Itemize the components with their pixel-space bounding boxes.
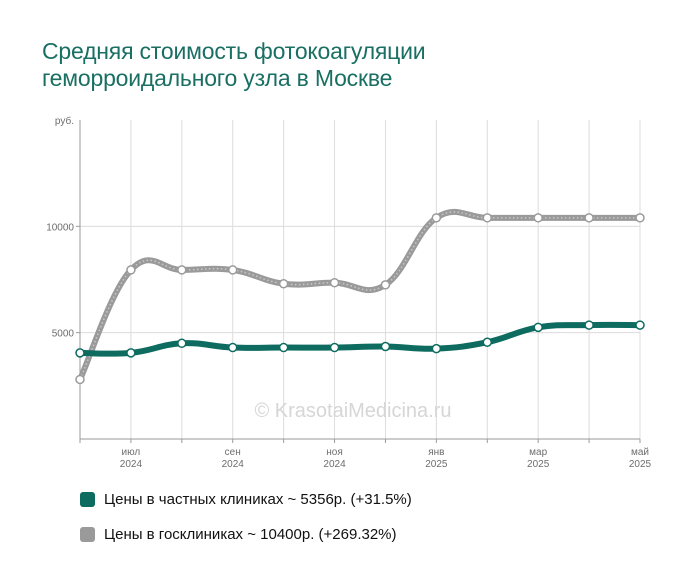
data-point-public bbox=[126, 265, 136, 275]
legend-swatch-private bbox=[80, 491, 95, 507]
legend-item-public[interactable]: Цены в госклиниках ~ 10400р. (+269.32%) bbox=[80, 523, 640, 545]
data-point-private bbox=[329, 342, 340, 353]
x-tick-label-month: янв bbox=[428, 447, 444, 458]
x-tick-label-month: мар bbox=[529, 447, 547, 458]
series-line-texture-public bbox=[79, 211, 640, 380]
data-point-private bbox=[75, 348, 85, 358]
data-point-public bbox=[177, 265, 187, 275]
x-tick-label-month: май bbox=[631, 447, 649, 458]
y-tick-label: 5000 bbox=[52, 329, 75, 340]
data-point-public bbox=[278, 279, 289, 289]
data-point-public bbox=[227, 265, 238, 275]
series-line-private bbox=[77, 321, 643, 357]
y-tick-label: 10000 bbox=[46, 222, 74, 233]
legend-label-public: Цены в госклиниках ~ 10400р. (+269.32%) bbox=[104, 525, 397, 543]
legend-swatch-public bbox=[80, 526, 95, 542]
x-tick-label-year: 2024 bbox=[120, 459, 143, 470]
data-point-private bbox=[635, 320, 645, 330]
x-tick-label-month: сен bbox=[225, 447, 241, 458]
data-point-public bbox=[482, 213, 493, 223]
legend-item-private[interactable]: Цены в частных клиниках ~ 5356р. (+31.5%… bbox=[80, 488, 640, 510]
chart-axes: руб.500010000июл2024сен2024ноя2024янв202… bbox=[46, 115, 651, 470]
data-point-public bbox=[533, 213, 543, 223]
data-point-private bbox=[126, 348, 136, 358]
x-tick-label-month: июл bbox=[122, 447, 141, 458]
chart-title-line-1: Средняя стоимость фотокоагуляции bbox=[42, 38, 426, 64]
x-tick-label-year: 2024 bbox=[222, 459, 245, 470]
data-point-private bbox=[278, 342, 289, 353]
data-point-public bbox=[635, 213, 645, 223]
legend-label-private: Цены в частных клиниках ~ 5356р. (+31.5%… bbox=[104, 490, 412, 508]
x-tick-label-year: 2025 bbox=[527, 459, 550, 470]
x-tick-label-year: 2024 bbox=[323, 459, 346, 470]
data-point-private bbox=[177, 338, 187, 349]
chart-title-line-2: геморроидального узла в Москве bbox=[42, 65, 393, 91]
data-point-public bbox=[329, 277, 340, 288]
x-tick-label-month: ноя bbox=[326, 447, 343, 458]
chart-grid bbox=[80, 120, 641, 439]
data-point-private bbox=[380, 341, 391, 352]
data-point-private bbox=[431, 343, 442, 354]
data-point-private bbox=[584, 320, 594, 330]
watermark: © KrasotaiMedicina.ru bbox=[254, 400, 451, 422]
data-point-public bbox=[380, 280, 391, 290]
data-point-private bbox=[482, 337, 493, 347]
data-point-public bbox=[584, 213, 594, 223]
data-point-private bbox=[227, 342, 238, 353]
series-line-public bbox=[77, 208, 643, 383]
x-tick-label-year: 2025 bbox=[629, 459, 652, 470]
data-point-private bbox=[533, 322, 543, 333]
chart-title: Средняя стоимость фотокоагуляции геморро… bbox=[42, 38, 662, 92]
chart-series bbox=[75, 208, 645, 385]
x-tick-label-year: 2025 bbox=[425, 459, 448, 470]
data-point-public bbox=[431, 213, 442, 223]
data-point-public bbox=[75, 374, 85, 385]
y-axis-unit-label: руб. bbox=[55, 115, 74, 127]
